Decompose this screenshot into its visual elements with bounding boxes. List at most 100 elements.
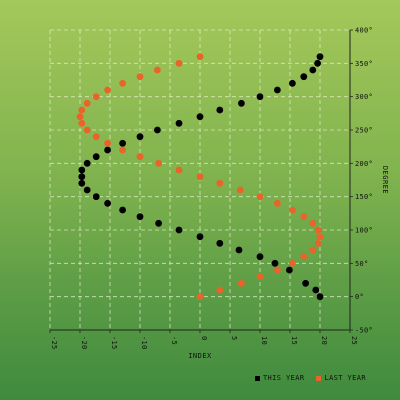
x-tick-label: 5: [230, 336, 238, 341]
data-point-last-year: [300, 213, 308, 221]
data-point-last-year: [216, 179, 224, 187]
y-axis-title: DEGREE: [381, 166, 389, 194]
data-point-last-year: [274, 266, 281, 274]
y-tick-label: -50°: [355, 327, 373, 335]
x-tick-label: -10: [140, 336, 148, 350]
data-point-this-year: [312, 286, 320, 294]
data-point-last-year: [216, 286, 224, 294]
data-point-last-year: [104, 139, 111, 147]
data-point-last-year: [78, 119, 86, 127]
data-point-last-year: [274, 199, 281, 207]
data-point-last-year: [155, 159, 163, 167]
data-point-last-year: [236, 186, 244, 194]
data-point-this-year: [256, 253, 264, 261]
data-point-last-year: [256, 193, 264, 201]
data-point-this-year: [274, 86, 281, 94]
data-point-this-year: [196, 113, 204, 121]
legend-swatch-this-year: [254, 375, 260, 381]
x-tick-label: -5: [170, 336, 178, 345]
data-point-last-year: [309, 246, 317, 254]
y-tick-label: 350°: [355, 60, 373, 68]
data-point-this-year: [175, 226, 183, 234]
legend-label-last-year: LAST YEAR: [324, 374, 366, 382]
data-point-last-year: [196, 293, 204, 301]
data-point-last-year: [289, 206, 296, 214]
data-point-last-year: [92, 133, 100, 141]
data-point-this-year: [271, 259, 279, 267]
data-point-this-year: [92, 153, 100, 161]
data-point-this-year: [256, 93, 264, 101]
data-point-last-year: [78, 106, 86, 114]
y-tick-label: 50°: [355, 260, 369, 268]
data-point-this-year: [316, 293, 324, 301]
data-point-this-year: [154, 126, 161, 134]
data-point-last-year: [175, 59, 183, 67]
legend-swatch-last-year: [316, 375, 322, 381]
x-tick-label: -25: [50, 336, 58, 350]
x-tick-label: -20: [80, 336, 88, 350]
legend-item-this-year: THIS YEAR: [254, 374, 305, 382]
data-point-this-year: [78, 179, 86, 187]
data-point-last-year: [316, 233, 324, 241]
data-point-this-year: [83, 186, 91, 194]
data-point-last-year: [104, 86, 111, 94]
data-point-this-year: [92, 193, 100, 201]
data-point-last-year: [238, 279, 245, 287]
data-point-last-year: [196, 53, 204, 61]
data-point-last-year: [314, 226, 322, 234]
data-point-this-year: [316, 53, 324, 61]
data-point-this-year: [302, 279, 309, 287]
y-tick-label: 400°: [355, 27, 373, 35]
data-point-last-year: [289, 259, 296, 267]
data-point-this-year: [238, 99, 245, 107]
data-point-this-year: [300, 73, 308, 81]
data-point-this-year: [104, 146, 111, 154]
data-point-last-year: [83, 99, 91, 107]
data-point-last-year: [300, 253, 308, 261]
y-tick-label: 150°: [355, 193, 373, 201]
data-point-last-year: [83, 126, 91, 134]
data-point-last-year: [175, 166, 183, 174]
x-tick-label: 25: [350, 336, 358, 345]
data-point-last-year: [309, 219, 317, 227]
legend-item-last-year: LAST YEAR: [316, 374, 366, 382]
data-point-this-year: [83, 159, 91, 167]
y-tick-label: 100°: [355, 227, 373, 235]
x-tick-label: 0: [200, 336, 208, 341]
data-point-last-year: [136, 153, 144, 161]
data-point-last-year: [314, 239, 322, 247]
x-tick-label: 10: [260, 336, 268, 345]
data-point-last-year: [119, 146, 126, 154]
data-point-this-year: [155, 219, 163, 227]
data-point-this-year: [196, 233, 204, 241]
y-tick-label: 200°: [355, 160, 373, 168]
data-point-this-year: [104, 199, 111, 207]
y-tick-label: 0°: [355, 293, 364, 301]
data-point-this-year: [289, 79, 296, 87]
data-point-this-year: [309, 66, 317, 74]
legend: THIS YEAR LAST YEAR: [254, 374, 366, 382]
x-tick-label: 15: [290, 336, 298, 345]
data-point-last-year: [196, 173, 204, 181]
data-point-this-year: [216, 106, 224, 114]
data-point-last-year: [154, 66, 161, 74]
data-point-this-year: [119, 139, 126, 147]
data-point-last-year: [92, 93, 100, 101]
data-point-this-year: [136, 213, 144, 221]
data-point-this-year: [175, 119, 183, 127]
data-point-this-year: [286, 266, 293, 274]
y-tick-label: 300°: [355, 93, 373, 101]
data-point-last-year: [136, 73, 144, 81]
data-point-this-year: [216, 239, 224, 247]
data-point-this-year: [78, 166, 86, 174]
x-tick-label: 20: [320, 336, 328, 345]
x-tick-label: -15: [110, 336, 118, 350]
data-point-this-year: [78, 173, 86, 181]
data-point-last-year: [119, 79, 126, 87]
data-point-this-year: [136, 133, 144, 141]
data-point-this-year: [314, 59, 321, 67]
data-point-last-year: [76, 113, 84, 121]
legend-label-this-year: THIS YEAR: [262, 374, 305, 382]
